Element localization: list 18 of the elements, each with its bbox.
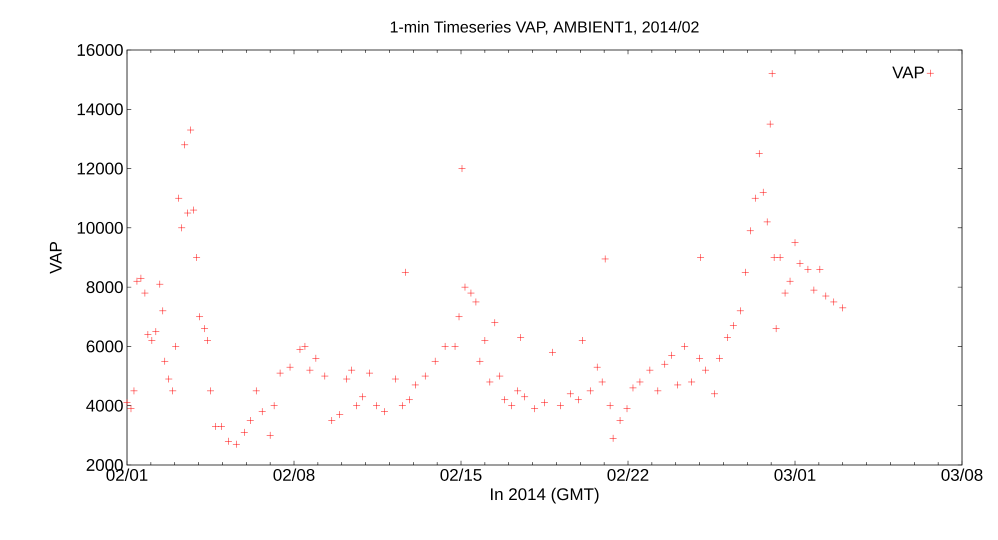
y-axis-title: VAP (50, 242, 62, 274)
x-axis-title: In 2014 (GMT) (491, 488, 599, 504)
y-tick-label: 4000 (86, 400, 123, 412)
y-tick-label: 12000 (78, 162, 123, 175)
x-tick-label: 02/22 (607, 468, 648, 481)
x-tick-label: 03/01 (774, 468, 816, 481)
chart-title: 1-min Timeseries VAP, AMBIENT1, 2014/02 (390, 20, 699, 34)
legend-label: VAP (892, 66, 924, 78)
x-tick-label: 02/08 (273, 468, 314, 481)
y-tick-label: 14000 (78, 103, 123, 116)
y-tick-label: 2000 (86, 458, 123, 471)
x-tick-label: 02/01 (106, 468, 148, 481)
y-tick-label: 6000 (86, 340, 123, 352)
y-tick-label: 8000 (86, 281, 123, 294)
x-tick-label: 03/08 (941, 468, 982, 481)
y-tick-label: 16000 (78, 44, 123, 56)
y-tick-label: 10000 (78, 222, 123, 234)
x-tick-label: 02/15 (440, 468, 482, 481)
